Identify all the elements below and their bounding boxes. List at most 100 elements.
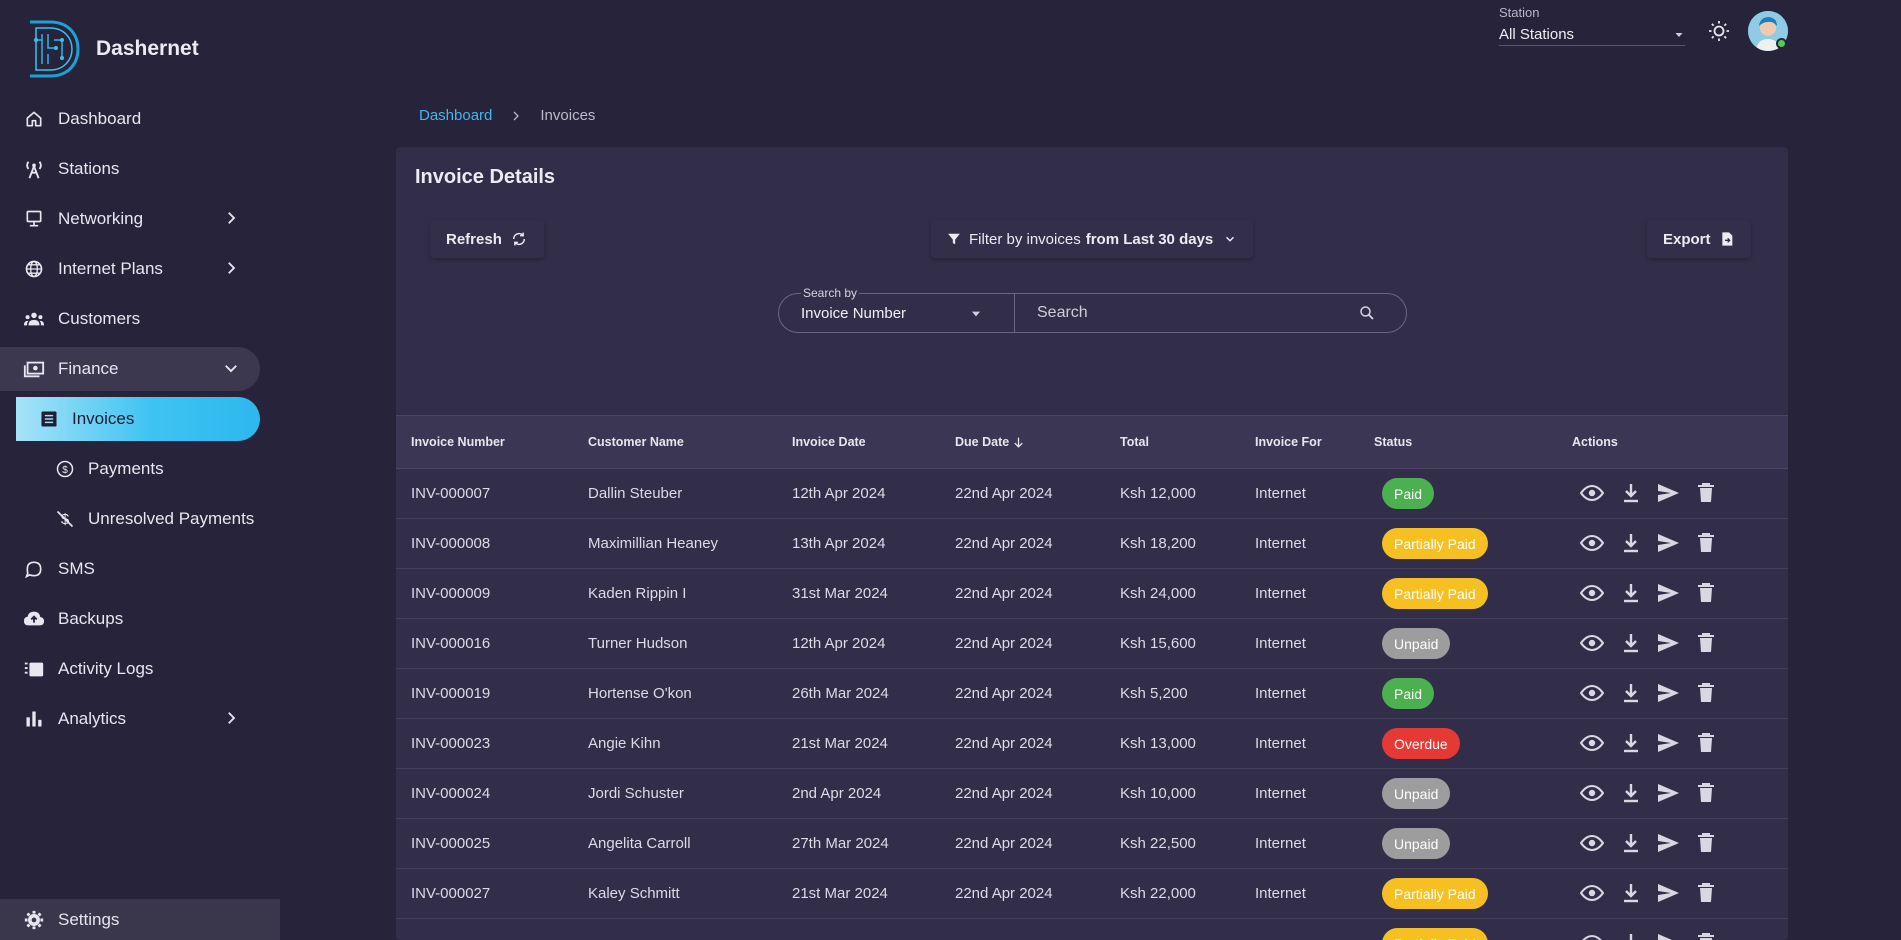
avatar[interactable] (1748, 11, 1788, 51)
sidebar-item-activity-logs[interactable]: Activity Logs (0, 647, 280, 691)
download-icon[interactable] (1619, 731, 1643, 755)
cell-invoice-for: Internet (1255, 485, 1306, 502)
delete-icon[interactable] (1694, 831, 1718, 855)
view-icon[interactable] (1580, 831, 1604, 855)
view-icon[interactable] (1580, 881, 1604, 905)
view-icon[interactable] (1580, 631, 1604, 655)
table-row[interactable]: INV-000023 Angie Kihn 21st Mar 2024 22nd Ap… (396, 719, 1788, 769)
sidebar-item-stations[interactable]: Stations (0, 147, 280, 191)
cell-customer-name: Turner Hudson (588, 635, 688, 652)
download-icon[interactable] (1619, 531, 1643, 555)
caret-down-icon (971, 311, 981, 317)
send-icon[interactable] (1656, 581, 1680, 605)
column-header-customer-name[interactable]: Customer Name (588, 435, 684, 449)
page-title: Invoice Details (415, 166, 556, 188)
refresh-button[interactable]: Refresh (430, 220, 544, 258)
delete-icon[interactable] (1694, 631, 1718, 655)
column-header-total[interactable]: Total (1120, 435, 1149, 449)
view-icon[interactable] (1580, 731, 1604, 755)
search-bar: Search by Invoice Number (778, 286, 1407, 333)
view-icon[interactable] (1580, 681, 1604, 705)
column-header-due-date[interactable]: Due Date (955, 435, 1025, 449)
table-row[interactable]: INV-000019 Hortense O'kon 26th Mar 2024 22n… (396, 669, 1788, 719)
dashernet-logo (30, 20, 80, 78)
download-icon[interactable] (1619, 831, 1643, 855)
send-icon[interactable] (1656, 531, 1680, 555)
download-icon[interactable] (1619, 681, 1643, 705)
view-icon[interactable] (1580, 781, 1604, 805)
breadcrumb-dashboard-link[interactable]: Dashboard (419, 107, 493, 124)
chevron-right-icon (228, 212, 236, 224)
sidebar-item-label: SMS (58, 559, 95, 578)
send-icon[interactable] (1656, 631, 1680, 655)
delete-icon[interactable] (1694, 781, 1718, 805)
view-icon[interactable] (1580, 481, 1604, 505)
cell-due-date: 22nd Apr 2024 (955, 585, 1053, 602)
sidebar-item-sms[interactable]: SMS (0, 547, 280, 591)
cell-invoice-number: INV-000009 (411, 585, 491, 602)
delete-icon[interactable] (1694, 531, 1718, 555)
send-icon[interactable] (1656, 931, 1680, 940)
table-row[interactable]: INV-000016 Turner Hudson 12th Apr 2024 22nd… (396, 619, 1788, 669)
view-icon[interactable] (1580, 581, 1604, 605)
table-row[interactable]: INV-000007 Dallin Steuber 12th Apr 2024 22n… (396, 469, 1788, 519)
download-icon[interactable] (1619, 931, 1643, 940)
download-icon[interactable] (1619, 881, 1643, 905)
station-select[interactable]: Station All Stations (1499, 5, 1685, 46)
column-header-invoice-for[interactable]: Invoice For (1255, 435, 1322, 449)
download-icon[interactable] (1619, 581, 1643, 605)
send-icon[interactable] (1656, 681, 1680, 705)
sidebar-item-backups[interactable]: Backups (0, 597, 280, 641)
column-header-invoice-date[interactable]: Invoice Date (792, 435, 866, 449)
cell-invoice-number: INV-000024 (411, 785, 491, 802)
download-icon[interactable] (1619, 781, 1643, 805)
sidebar-item-finance[interactable]: Finance (0, 347, 260, 391)
sidebar-item-networking[interactable]: Networking (0, 197, 280, 241)
sidebar-item-unresolved-payments[interactable]: $ Unresolved Payments (16, 497, 260, 541)
send-icon[interactable] (1656, 881, 1680, 905)
sidebar-item-internet-plans[interactable]: Internet Plans (0, 247, 280, 291)
sidebar-item-invoices[interactable]: Invoices (16, 397, 260, 441)
filter-icon (948, 233, 960, 245)
table-row[interactable]: INV-000009 Kaden Rippin I 31st Mar 2024 22n… (396, 569, 1788, 619)
cell-customer-name: Angelita Carroll (588, 835, 691, 852)
search-by-select[interactable]: Search by Invoice Number (779, 286, 1015, 332)
table-row[interactable]: INV-000025 Angelita Carroll 27th Mar 2024 2… (396, 819, 1788, 869)
send-icon[interactable] (1656, 781, 1680, 805)
cell-invoice-date: 31st Mar 2024 (792, 585, 888, 602)
table-row[interactable]: Partially Paid (396, 919, 1788, 940)
sidebar-item-payments[interactable]: $ Payments (16, 447, 260, 491)
sidebar-item-customers[interactable]: Customers (0, 297, 280, 341)
send-icon[interactable] (1656, 481, 1680, 505)
search-input[interactable] (1037, 302, 1337, 324)
send-icon[interactable] (1656, 731, 1680, 755)
sidebar-item-settings[interactable]: Settings (0, 899, 280, 940)
download-icon[interactable] (1619, 481, 1643, 505)
table-row[interactable]: INV-000008 Maximillian Heaney 13th Apr 202… (396, 519, 1788, 569)
sun-icon[interactable] (1707, 19, 1731, 43)
view-icon[interactable] (1580, 531, 1604, 555)
delete-icon[interactable] (1694, 931, 1718, 940)
filter-button[interactable]: Filter by invoices from Last 30 days (931, 220, 1254, 258)
cell-total: Ksh 22,500 (1120, 835, 1196, 852)
brand[interactable]: Dashernet (26, 18, 199, 80)
delete-icon[interactable] (1694, 731, 1718, 755)
delete-icon[interactable] (1694, 581, 1718, 605)
column-header-invoice-number[interactable]: Invoice Number (411, 435, 505, 449)
send-icon[interactable] (1656, 831, 1680, 855)
delete-icon[interactable] (1694, 881, 1718, 905)
cell-due-date: 22nd Apr 2024 (955, 635, 1053, 652)
view-icon[interactable] (1580, 931, 1604, 940)
delete-icon[interactable] (1694, 481, 1718, 505)
cell-total: Ksh 10,000 (1120, 785, 1196, 802)
table-row[interactable]: INV-000024 Jordi Schuster 2nd Apr 2024 22nd… (396, 769, 1788, 819)
delete-icon[interactable] (1694, 681, 1718, 705)
sidebar-item-analytics[interactable]: Analytics (0, 697, 280, 741)
sidebar-item-dashboard[interactable]: Dashboard (0, 97, 280, 141)
table-row[interactable]: INV-000027 Kaley Schmitt 21st Mar 2024 22nd… (396, 869, 1788, 919)
export-button[interactable]: Export (1647, 220, 1751, 258)
breadcrumb: Dashboard Invoices (419, 107, 595, 124)
download-icon[interactable] (1619, 631, 1643, 655)
search-icon[interactable] (1358, 304, 1376, 322)
column-header-status[interactable]: Status (1374, 435, 1413, 449)
